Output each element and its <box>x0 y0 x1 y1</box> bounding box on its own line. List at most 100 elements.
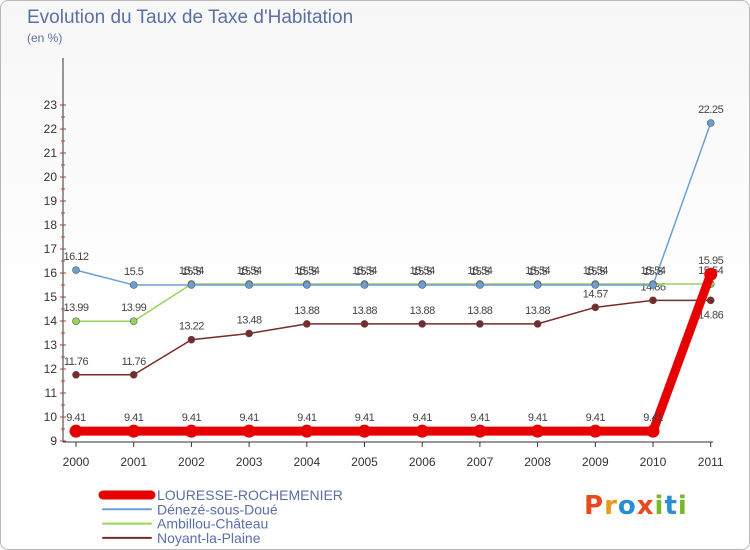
data-point <box>358 424 371 438</box>
legend-label: Dénezé-sous-Doué <box>157 501 278 517</box>
data-point <box>300 424 314 438</box>
data-point <box>533 320 542 328</box>
y-tick-label: 20 <box>44 170 58 184</box>
data-label: 15.5 <box>124 266 144 278</box>
data-label: 15.54 <box>410 265 435 277</box>
data-label: 15.5 <box>470 266 490 278</box>
data-point <box>242 424 256 438</box>
x-tick-label: 2008 <box>524 455 551 469</box>
y-tick-label: 9 <box>50 434 57 448</box>
y-tick-label: 17 <box>44 242 58 256</box>
chart-title: Evolution du Taux de Taxe d'Habitation <box>27 7 354 28</box>
data-point <box>591 281 600 289</box>
data-point <box>533 281 542 289</box>
x-tick-label: 2004 <box>293 455 320 469</box>
y-tick-label: 14 <box>44 314 58 328</box>
data-point <box>704 267 718 281</box>
data-point <box>72 266 80 274</box>
x-tick-label: 2009 <box>582 455 609 469</box>
data-label: 9.41 <box>355 412 375 424</box>
data-point <box>360 281 369 289</box>
data-label: 13.88 <box>294 305 319 317</box>
data-label: 11.76 <box>64 356 89 368</box>
data-point <box>129 317 138 326</box>
y-tick-label: 22 <box>44 122 58 136</box>
data-label: 13.88 <box>525 305 550 317</box>
data-label: 22.25 <box>698 104 723 116</box>
data-label: 15.5 <box>297 266 317 278</box>
data-point <box>418 281 427 289</box>
data-point <box>476 320 484 328</box>
x-tick-label: 2005 <box>351 455 378 469</box>
data-label: 9.41 <box>586 412 606 424</box>
y-tick-label: 23 <box>44 98 58 112</box>
x-tick-label: 2006 <box>409 455 436 469</box>
data-point <box>245 329 253 338</box>
x-tick-label: 2002 <box>178 455 205 469</box>
legend-label: Ambillou-Château <box>157 516 268 532</box>
data-label: 11.76 <box>122 356 147 368</box>
data-point <box>706 296 715 305</box>
data-label: 9.41 <box>528 412 548 424</box>
data-label: 15.5 <box>586 266 606 278</box>
y-tick-label: 21 <box>44 146 58 160</box>
data-label: 13.48 <box>237 314 262 326</box>
data-label: 15.54 <box>525 265 550 277</box>
data-label: 14.86 <box>698 309 723 321</box>
data-label: 15.54 <box>179 265 204 277</box>
data-label: 9.41 <box>297 412 317 424</box>
data-label: 16.12 <box>63 251 88 263</box>
data-label: 15.5 <box>239 266 259 278</box>
legend-label: LOURESSE-ROCHEMENIER <box>157 487 343 503</box>
data-point <box>187 281 196 289</box>
x-tick-label: 2010 <box>640 455 667 469</box>
data-label: 15.5 <box>182 266 202 278</box>
data-point <box>72 317 80 326</box>
data-label: 9.41 <box>124 412 144 424</box>
data-point <box>591 303 600 312</box>
series-line <box>75 122 712 286</box>
x-tick-label: 2001 <box>120 455 147 469</box>
series-line <box>75 283 712 322</box>
data-label: 15.95 <box>698 255 723 267</box>
proxiti-logo: Proxiti <box>584 491 688 521</box>
data-point <box>127 424 141 438</box>
data-label: 15.54 <box>583 265 608 277</box>
data-label: 15.54 <box>294 265 319 277</box>
data-point <box>360 320 369 328</box>
series-line <box>75 299 712 376</box>
data-label: 9.41 <box>239 412 259 424</box>
data-label: 13.22 <box>179 321 204 333</box>
data-point <box>302 320 311 328</box>
data-label: 14.57 <box>583 288 608 300</box>
data-label: 13.99 <box>121 302 146 314</box>
y-tick-label: 13 <box>44 338 58 352</box>
data-point <box>649 296 657 305</box>
data-point <box>302 281 311 289</box>
data-point <box>649 281 657 289</box>
data-point <box>129 281 138 289</box>
data-point <box>187 335 196 344</box>
data-label: 9.41 <box>66 412 86 424</box>
data-point <box>69 424 83 438</box>
data-label: 15.5 <box>355 266 375 278</box>
data-label: 15.5 <box>528 266 548 278</box>
y-tick-label: 12 <box>44 362 58 376</box>
x-tick-label: 2011 <box>698 455 724 469</box>
data-label: 9.41 <box>643 412 663 424</box>
y-tick-label: 10 <box>44 410 58 424</box>
data-point <box>72 370 80 379</box>
y-tick-label: 11 <box>45 386 58 400</box>
data-point <box>531 424 545 438</box>
data-label: 15.54 <box>467 265 492 277</box>
x-tick-label: 2007 <box>467 455 494 469</box>
y-tick-label: 18 <box>44 218 58 232</box>
data-label: 15.54 <box>237 265 262 277</box>
data-point <box>706 119 715 127</box>
data-label: 9.41 <box>182 412 202 424</box>
data-label: 13.88 <box>352 305 377 317</box>
data-point <box>245 281 253 289</box>
data-point <box>588 424 602 438</box>
